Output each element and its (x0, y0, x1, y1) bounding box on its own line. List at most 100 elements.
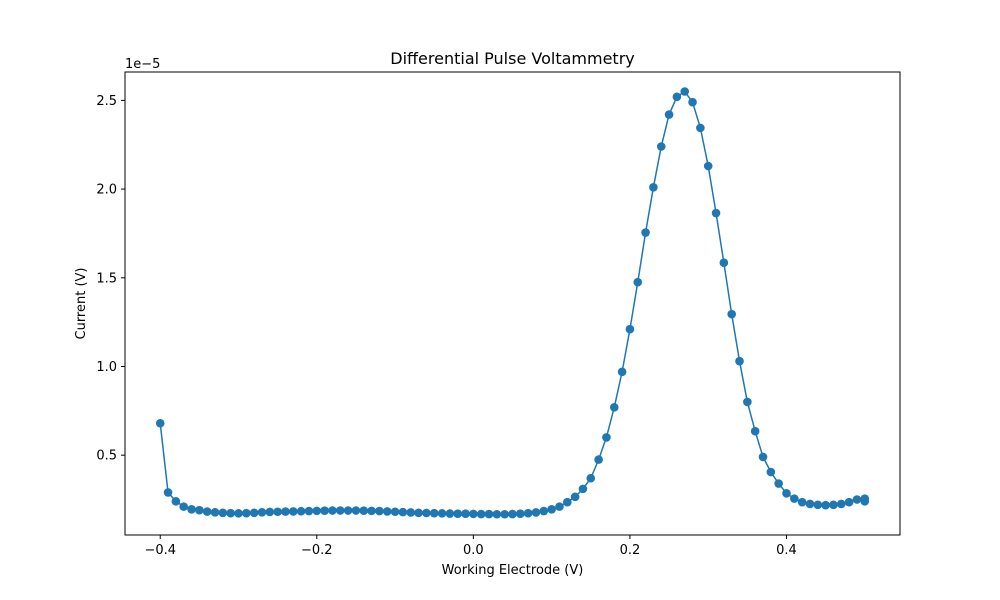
data-point (547, 504, 556, 514)
data-point (703, 161, 713, 171)
data-point (516, 509, 525, 519)
data-point (531, 508, 541, 517)
data-point (390, 507, 400, 517)
data-point (750, 426, 760, 436)
data-point (829, 500, 838, 510)
data-point (343, 506, 353, 515)
data-point (813, 500, 823, 510)
data-point (484, 509, 494, 519)
x-tick-label: −0.4 (144, 543, 176, 558)
data-point (289, 507, 298, 516)
data-point (719, 258, 729, 268)
data-point (625, 324, 635, 334)
y-tick-label: 2.5 (96, 94, 117, 109)
x-tick-label: −0.2 (301, 543, 333, 558)
data-point (296, 506, 306, 516)
data-point (617, 367, 627, 377)
data-point (406, 508, 416, 517)
data-point (461, 509, 470, 519)
data-point (453, 509, 463, 519)
y-tick-label: 1.5 (96, 271, 117, 286)
data-point (398, 507, 408, 517)
data-point (429, 508, 439, 518)
data-point (155, 418, 165, 428)
data-point (758, 452, 768, 462)
data-point (641, 228, 650, 237)
data-point (179, 502, 189, 511)
data-point (711, 208, 721, 218)
y-axis-title: Current (V) (74, 268, 89, 340)
x-tick-label: 0.0 (463, 543, 484, 558)
data-point (852, 495, 862, 504)
data-point (218, 508, 228, 518)
data-point (774, 479, 783, 488)
y-tick-label: 0.5 (96, 449, 117, 464)
data-point (500, 509, 509, 519)
data-point (351, 506, 361, 515)
data-point (375, 506, 384, 516)
data-point (594, 455, 603, 464)
data-point (414, 508, 423, 518)
data-point (797, 497, 807, 507)
data-point (312, 506, 322, 516)
data-point (163, 488, 173, 497)
chart-title: Differential Pulse Voltammetry (390, 49, 634, 68)
data-point (281, 507, 290, 516)
data-point (492, 509, 502, 519)
data-point (335, 506, 345, 515)
data-point (508, 509, 517, 519)
data-point (328, 506, 337, 515)
data-point (782, 489, 791, 498)
y-offset-label: 1e−5 (125, 57, 160, 72)
data-point (539, 506, 549, 516)
data-point (249, 508, 259, 518)
x-tick-label: 0.2 (620, 543, 641, 558)
axis-ticks: −0.4 −0.2 0.0 0.2 0.4 0.5 1.0 1.5 2.0 2.5 (96, 94, 797, 558)
data-point (844, 497, 854, 507)
data-point (445, 509, 455, 518)
x-tick-label: 0.4 (776, 543, 797, 558)
data-point (202, 507, 212, 516)
data-point (860, 497, 870, 506)
data-point (171, 497, 181, 506)
data-point (422, 508, 431, 518)
data-point (437, 509, 447, 518)
data-point (821, 500, 830, 510)
y-tick-label: 1.0 (96, 360, 117, 375)
data-point (257, 507, 267, 517)
data-point (680, 87, 690, 96)
data-point (265, 507, 275, 517)
data-point (656, 142, 666, 151)
data-point (469, 509, 478, 519)
data-point (688, 97, 697, 107)
data-point (367, 506, 376, 516)
x-axis-title: Working Electrode (V) (442, 563, 584, 578)
data-point (664, 110, 674, 119)
data-point (234, 509, 243, 518)
data-point (586, 473, 596, 483)
data-point (727, 309, 736, 319)
data-point (563, 497, 572, 507)
data-point (210, 507, 220, 517)
plot-series (155, 87, 870, 519)
data-point (766, 467, 776, 477)
data-point (187, 504, 196, 514)
plot-frame (124, 71, 901, 536)
data-point (226, 508, 235, 518)
data-point (273, 507, 282, 517)
data-point (570, 492, 580, 502)
data-point (672, 92, 682, 102)
data-point (320, 506, 329, 515)
data-point (476, 509, 486, 519)
data-point (359, 506, 369, 515)
data-point (735, 356, 744, 366)
data-point (578, 484, 588, 494)
data-point (790, 494, 799, 503)
data-point (836, 499, 846, 509)
data-point (523, 508, 533, 518)
data-point (743, 397, 752, 407)
data-point (633, 277, 643, 287)
data-point (805, 499, 815, 509)
data-point (555, 502, 564, 511)
